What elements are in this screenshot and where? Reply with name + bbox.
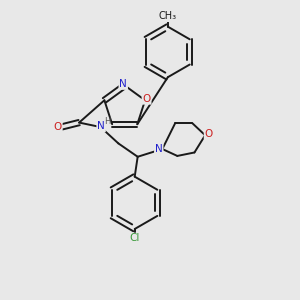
Text: N: N (155, 144, 163, 154)
Text: N: N (119, 79, 127, 89)
Text: H: H (104, 117, 110, 126)
Text: O: O (205, 129, 213, 139)
Text: Cl: Cl (130, 233, 140, 244)
Text: O: O (54, 122, 62, 132)
Text: O: O (142, 94, 151, 104)
Text: CH₃: CH₃ (159, 11, 177, 21)
Text: N: N (97, 122, 105, 131)
